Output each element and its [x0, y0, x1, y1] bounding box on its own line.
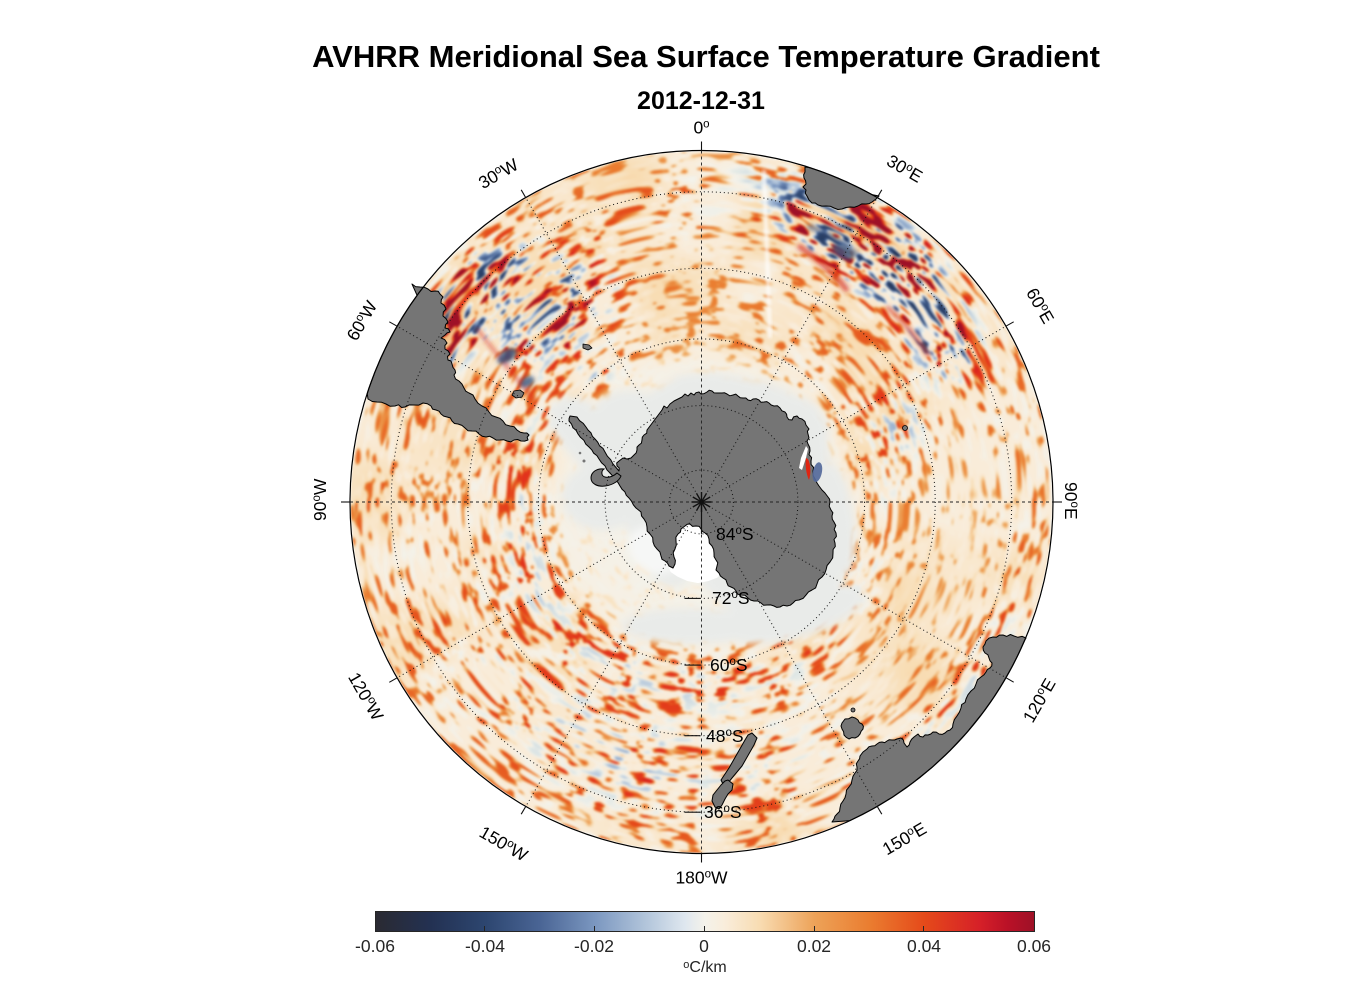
svg-text:84oS: 84oS — [716, 524, 754, 544]
svg-text:120oW: 120oW — [344, 669, 388, 725]
svg-text:30oW: 30oW — [475, 154, 522, 193]
svg-text:30oE: 30oE — [883, 151, 926, 187]
svg-text:150oW: 150oW — [476, 822, 532, 866]
svg-text:90oW: 90oW — [310, 478, 330, 521]
svg-text:0o: 0o — [693, 118, 709, 138]
svg-text:48oS: 48oS — [706, 726, 744, 746]
svg-text:72oS: 72oS — [712, 588, 750, 608]
svg-text:60oW: 60oW — [343, 297, 382, 344]
svg-text:150oE: 150oE — [879, 818, 930, 859]
svg-text:180oW: 180oW — [675, 868, 728, 888]
svg-text:36oS: 36oS — [704, 802, 742, 822]
svg-text:90oE: 90oE — [1061, 482, 1081, 520]
svg-text:120oE: 120oE — [1019, 675, 1060, 726]
svg-text:60oE: 60oE — [1022, 284, 1058, 327]
svg-text:60oS: 60oS — [710, 655, 748, 675]
